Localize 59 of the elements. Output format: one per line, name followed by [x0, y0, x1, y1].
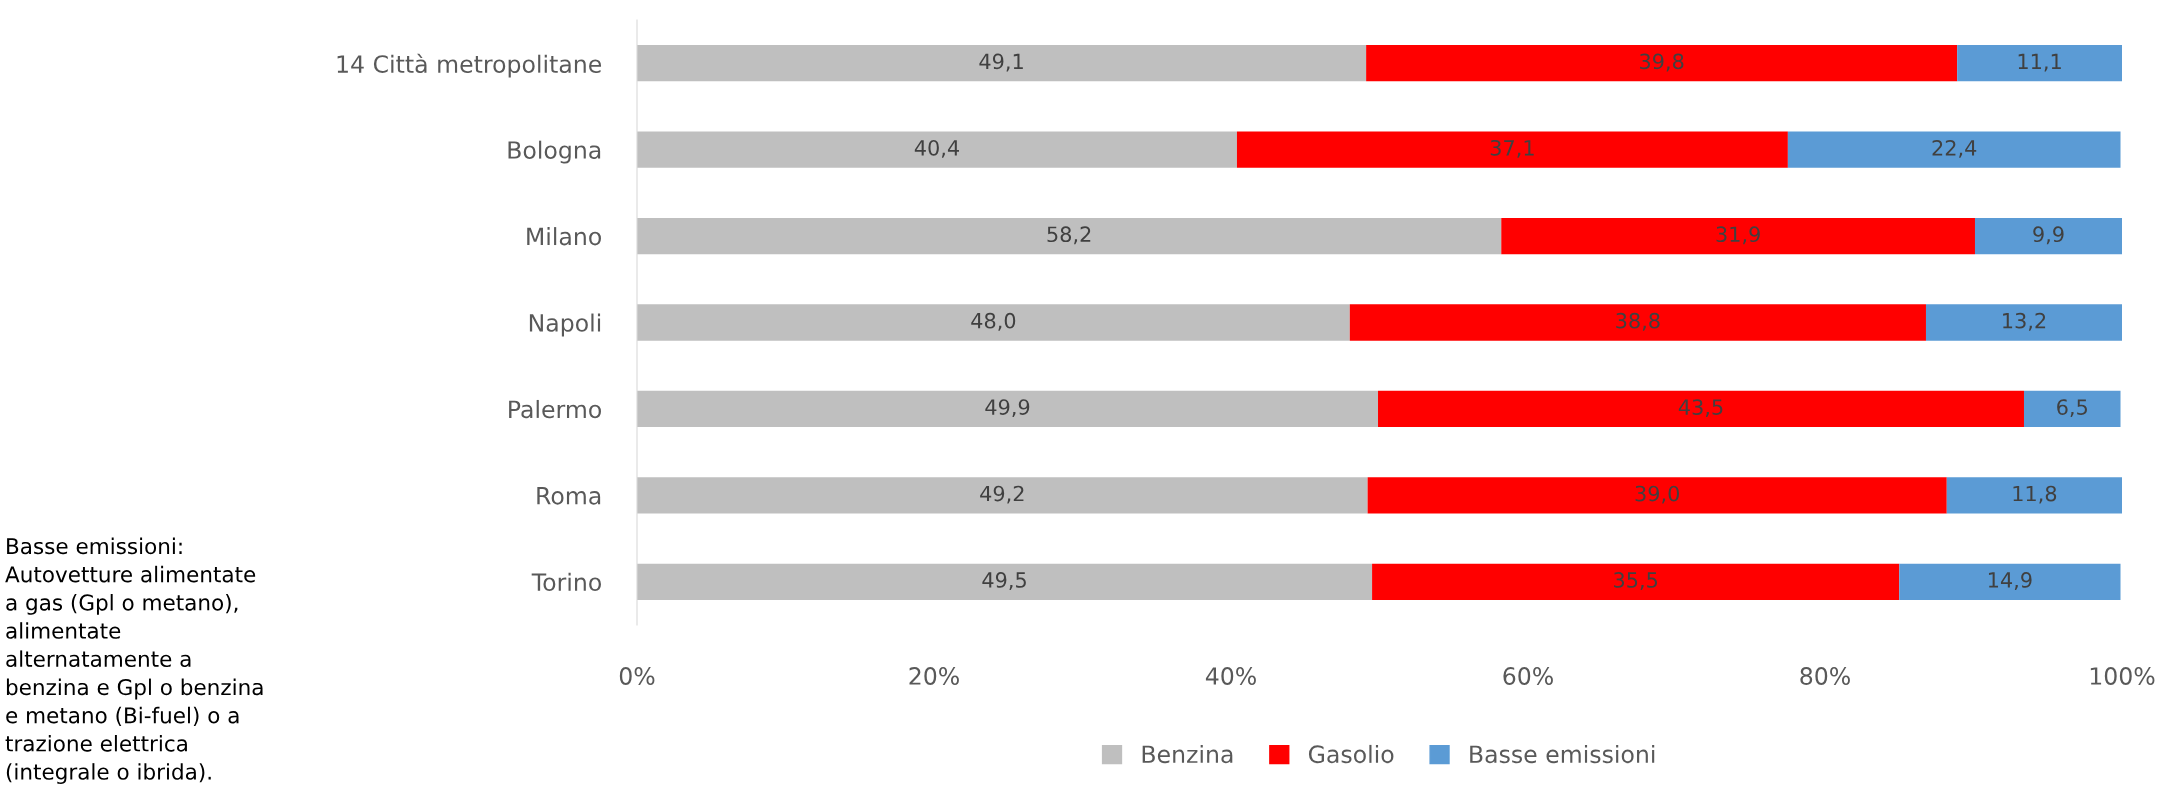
bar [1236, 131, 1788, 168]
legend-label: Benzina [1142, 744, 1233, 764]
data-label: 6,5 [2057, 399, 2087, 418]
bar [1787, 131, 2121, 168]
bar [637, 45, 1367, 82]
y-tick-label: 14 Città metropolitane [337, 53, 602, 78]
x-tick-label: 20% [909, 667, 959, 685]
x-tick-label: 0% [619, 667, 655, 685]
bar [1366, 45, 1958, 82]
bar [1946, 477, 2122, 514]
data-label: 38,8 [1616, 312, 1660, 331]
legend-label: Gasolio [1308, 744, 1394, 764]
x-tick-label: 100% [2090, 667, 2155, 685]
bar [1974, 217, 2122, 255]
data-label: 13,2 [2003, 312, 2046, 331]
y-tick-label: Napoli [529, 313, 601, 337]
bar [637, 304, 1350, 341]
bar [1925, 304, 2122, 341]
data-label: 14,9 [1988, 572, 2032, 590]
data-label: 11,1 [2018, 53, 2061, 72]
y-tick-label: Torino [531, 572, 601, 592]
data-label: 39,8 [1640, 53, 1684, 72]
bar [1899, 563, 2121, 600]
data-label: 49,1 [979, 53, 1023, 72]
y-tick-label: Palermo [509, 399, 601, 419]
bar [637, 563, 1373, 600]
bar [637, 217, 1502, 255]
data-label: 58,2 [1047, 226, 1091, 245]
bar [637, 477, 1368, 514]
bar [1378, 390, 2024, 428]
bar [2023, 390, 2121, 428]
data-label: 40,4 [914, 139, 959, 158]
data-label: 37,1 [1490, 139, 1534, 158]
data-label: 48,0 [971, 312, 1016, 331]
data-label: 35,5 [1614, 572, 1658, 590]
y-tick-label: Bologna [508, 140, 601, 164]
data-label: 43,5 [1678, 399, 1723, 418]
bar [637, 131, 1237, 168]
data-label: 11,8 [2013, 485, 2057, 504]
bar [1367, 477, 1947, 514]
data-label: 31,9 [1716, 226, 1760, 245]
data-label: 49,9 [985, 399, 1030, 418]
bar [1501, 217, 1975, 255]
data-label: 22,4 [1932, 139, 1977, 158]
y-tick-label: Milano [527, 227, 601, 246]
x-tick-label: 80% [1800, 667, 1850, 685]
x-tick-label: 60% [1503, 667, 1553, 685]
bar [637, 390, 1379, 428]
x-tick-label: 40% [1205, 667, 1256, 685]
bar [1349, 304, 1926, 341]
legend-label: Basse emissioni [1470, 744, 1655, 764]
y-tick-label: Roma [537, 487, 601, 505]
text: Basse emissioni: Autovetture alimentate a gas (Gpl o metano), alimentate alternatamente a benzina e Gpl o benzina e metano (Bi-fuel) o a trazione elettrica (integrale o ibrida). [5, 537, 263, 784]
data-label: 49,5 [982, 572, 1026, 590]
data-label: 49,2 [980, 485, 1024, 504]
data-label: 9,9 [2033, 226, 2064, 245]
bar [1957, 45, 2122, 82]
data-label: 39,0 [1635, 485, 1680, 504]
bar [1372, 563, 1900, 600]
